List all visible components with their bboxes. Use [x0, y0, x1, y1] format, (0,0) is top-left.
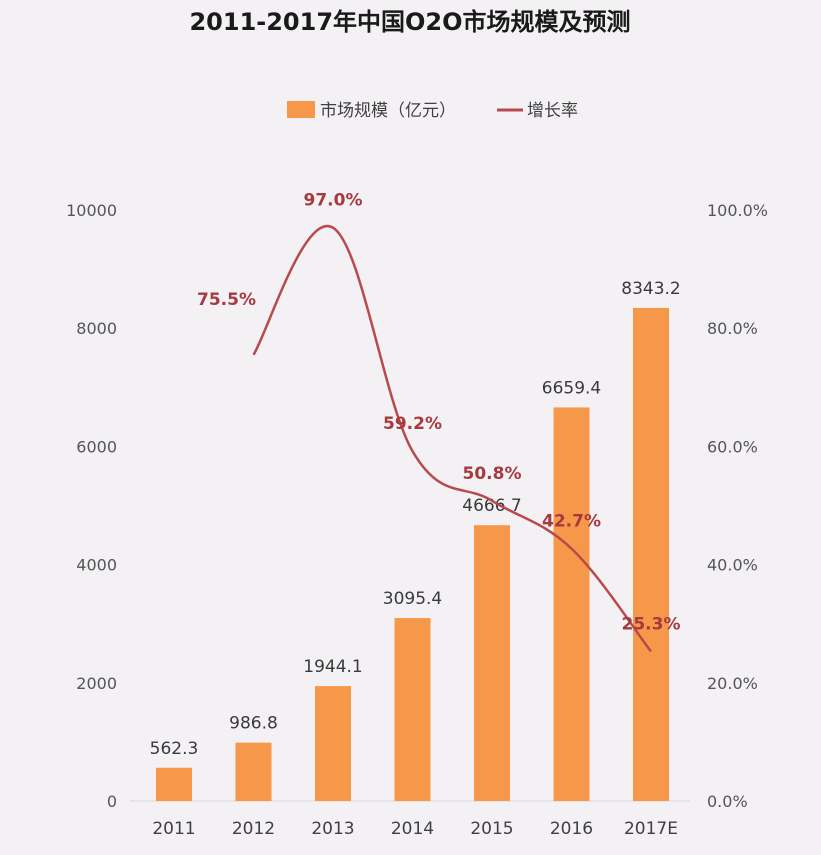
growth-rate-label: 42.7%	[542, 512, 601, 532]
x-axis-tick: 2012	[232, 819, 275, 839]
bar	[315, 686, 351, 801]
right-axis-tick: 60.0%	[707, 437, 758, 456]
bar-value-label: 986.8	[229, 714, 278, 734]
x-axis-tick: 2016	[550, 819, 593, 839]
x-axis: 2011 2012 2013 2014 2015 2016 2017E	[130, 800, 690, 839]
bar	[474, 525, 510, 801]
growth-line	[252, 224, 652, 653]
growth-line-series	[252, 224, 652, 653]
bar	[553, 407, 590, 801]
chart-title: 2011-2017年中国O2O市场规模及预测	[189, 8, 630, 36]
bar-value-labels: 562.3 986.8 1944.1 3095.4 4666.7 6659.4 8343.2	[150, 279, 681, 759]
x-axis-tick: 2011	[152, 819, 195, 839]
left-axis-tick: 8000	[76, 319, 117, 338]
bar	[156, 767, 192, 801]
bar-value-label: 8343.2	[621, 279, 680, 299]
growth-rate-label: 97.0%	[304, 191, 363, 211]
right-axis-tick: 0.0%	[707, 792, 748, 811]
legend-bar-label: 市场规模（亿元）	[320, 101, 456, 121]
bar-value-label: 3095.4	[383, 589, 442, 609]
right-axis-tick: 100.0%	[707, 201, 768, 220]
left-axis-tick: 4000	[76, 556, 117, 575]
bar-value-label: 1944.1	[303, 657, 362, 677]
left-axis-tick: 6000	[76, 437, 117, 456]
right-axis-tick: 20.0%	[707, 674, 758, 693]
growth-rate-labels: 75.5% 97.0% 59.2% 50.8% 42.7% 25.3%	[197, 191, 680, 635]
x-axis-tick: 2015	[470, 819, 513, 839]
bar-value-label: 6659.4	[542, 378, 601, 398]
left-axis: 0 2000 4000 6000 8000 10000	[66, 201, 117, 811]
right-axis-tick: 80.0%	[707, 319, 758, 338]
legend-line-label: 增长率	[527, 101, 578, 121]
bar	[633, 307, 669, 801]
right-axis-tick: 40.0%	[707, 556, 758, 575]
bar-value-label: 562.3	[150, 739, 199, 759]
growth-rate-label: 50.8%	[463, 464, 522, 484]
left-axis-tick: 2000	[76, 674, 117, 693]
left-axis-tick: 10000	[66, 201, 117, 220]
bar	[235, 742, 272, 801]
x-axis-tick: 2017E	[624, 819, 678, 839]
bar	[394, 618, 431, 801]
right-axis: 0.0% 20.0% 40.0% 60.0% 80.0% 100.0%	[707, 201, 768, 811]
bar-series	[156, 307, 669, 801]
bar-value-label: 4666.7	[462, 496, 521, 516]
left-axis-tick: 0	[107, 792, 117, 811]
growth-rate-label: 59.2%	[383, 414, 442, 434]
legend: 市场规模（亿元） 增长率	[287, 101, 578, 121]
legend-bar-swatch	[287, 101, 315, 118]
growth-rate-label: 75.5%	[197, 290, 256, 310]
x-axis-tick: 2013	[311, 819, 354, 839]
growth-rate-label: 25.3%	[622, 614, 681, 634]
x-axis-tick: 2014	[391, 819, 434, 839]
